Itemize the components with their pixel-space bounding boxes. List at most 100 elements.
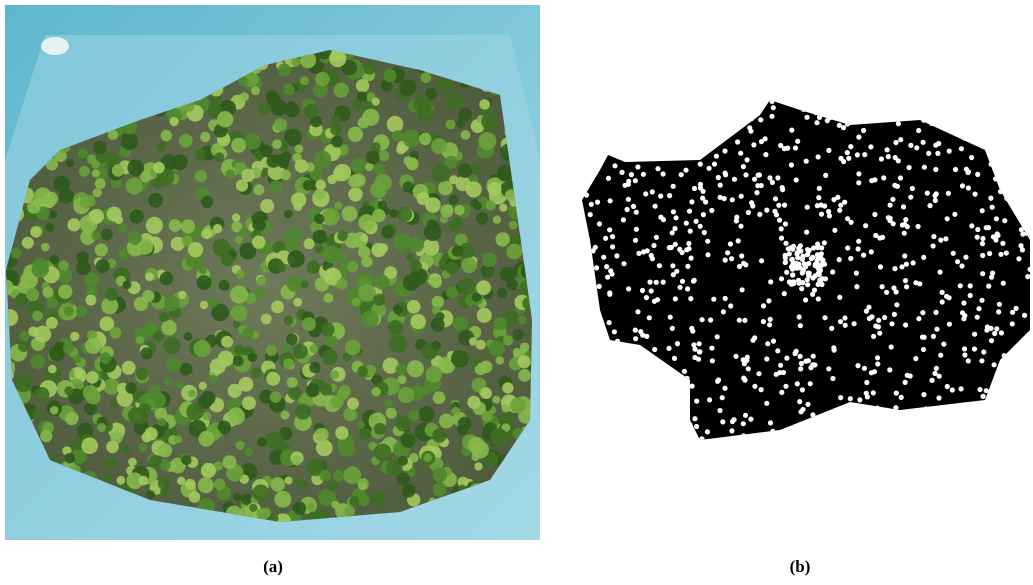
tree [136,368,148,380]
point [692,416,697,421]
point [857,397,862,402]
tree [241,169,254,182]
point [701,189,706,194]
point [702,139,707,144]
point [933,167,938,172]
point [722,386,727,391]
tree [118,223,127,232]
tree [389,209,398,218]
point [779,390,784,395]
tree [226,170,236,180]
point [891,423,896,428]
point [953,99,958,104]
point [788,280,793,285]
tree [421,387,429,395]
point [619,374,624,379]
tree [406,253,414,261]
tree [199,382,207,390]
point [903,380,908,385]
tree [372,387,381,396]
point [714,154,719,159]
point [979,111,984,116]
point [652,347,657,352]
tree [293,501,306,514]
point [795,139,800,144]
point [761,303,766,308]
tree [65,453,76,464]
tree [278,158,289,169]
tree [474,462,482,470]
point [771,105,776,110]
tree [91,160,100,169]
point [923,430,928,435]
tree [398,375,407,384]
point [921,255,926,260]
tree [252,218,266,232]
point [1017,128,1022,133]
tree [315,180,326,191]
point [594,139,599,144]
point [888,436,893,441]
point [798,323,803,328]
point [810,362,815,367]
point [875,406,880,411]
point [787,251,792,256]
tree [319,470,331,482]
point [908,373,913,378]
tree [439,414,454,429]
tree [348,175,361,188]
point [680,279,685,284]
point [764,356,769,361]
tree [315,428,329,442]
point [837,123,842,128]
point [817,115,822,120]
tree [199,431,215,447]
tree [373,294,385,306]
tree [408,409,420,421]
tree [114,215,123,224]
tree [371,142,380,151]
point [708,317,713,322]
tree [46,317,58,329]
tree [153,162,165,174]
point [1025,274,1030,279]
point [773,433,778,438]
point [589,370,594,375]
point [621,403,626,408]
tree [496,356,504,364]
point [1023,148,1028,153]
point [816,296,821,301]
point [1023,170,1028,175]
point [723,171,728,176]
point [718,123,723,128]
point [716,175,721,180]
point [616,349,621,354]
tree [482,252,497,267]
point [696,357,701,362]
point [805,282,810,287]
point [992,160,997,165]
point [993,166,998,171]
point [953,167,958,172]
tree [309,362,320,373]
tree [480,387,492,399]
point [950,412,955,417]
point [980,208,985,213]
tree [518,315,527,324]
point [694,399,699,404]
point [838,395,843,400]
point [964,167,969,172]
point [1010,144,1015,149]
tree [403,274,420,291]
point [751,142,756,147]
tree [366,151,380,165]
tree [337,231,348,242]
tree [125,382,137,394]
point [632,394,637,399]
point [739,253,744,258]
point [940,299,945,304]
point [721,309,726,314]
point [945,216,950,221]
point [952,428,957,433]
tree [274,491,291,508]
